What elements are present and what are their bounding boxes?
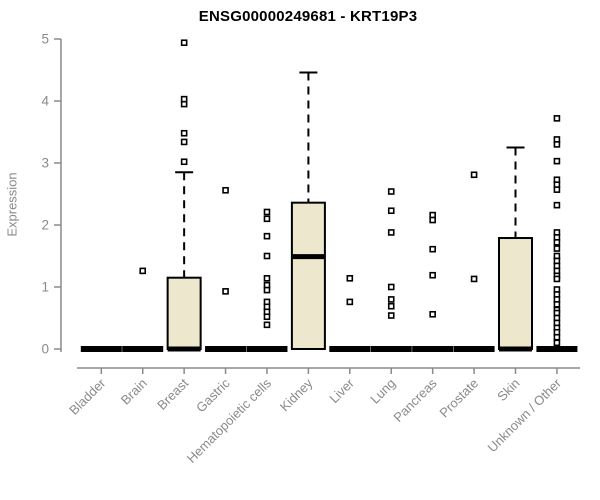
x-category-label: Kidney	[277, 375, 316, 414]
outlier-point	[263, 252, 271, 260]
outlier-point	[222, 288, 229, 295]
outlier-point	[429, 310, 436, 318]
outlier-point	[553, 157, 561, 165]
outlier-point	[553, 141, 561, 148]
x-category-label: Breast	[154, 375, 191, 412]
outlier-point	[346, 275, 354, 282]
outlier-point	[180, 39, 188, 47]
x-category-label: Pancreas	[390, 375, 440, 425]
x-category-label: Gastric	[193, 375, 233, 415]
x-category-label: Unknown / Other	[484, 375, 564, 455]
collapsed-box-bar	[80, 346, 122, 352]
outlier-point	[553, 275, 561, 283]
outlier-point	[180, 138, 188, 146]
outlier-point	[553, 115, 561, 122]
outlier-point	[180, 129, 188, 137]
x-category-label: Liver	[326, 375, 357, 406]
y-tick-label: 2	[41, 218, 49, 233]
collapsed-box-bar	[205, 346, 247, 352]
collapsed-box-bar	[329, 346, 371, 352]
outlier-point	[387, 229, 395, 236]
outlier-point	[346, 298, 354, 306]
outlier-point	[263, 275, 271, 282]
collapsed-box-bar	[246, 346, 288, 352]
outlier-point	[387, 296, 395, 303]
collapsed-box-bar	[412, 346, 454, 352]
outlier-point	[263, 208, 271, 216]
y-tick-label: 3	[41, 156, 49, 171]
y-tick-label: 1	[41, 280, 49, 295]
collapsed-box-bar	[536, 346, 578, 352]
outlier-point	[553, 339, 561, 347]
outlier-point	[180, 95, 188, 103]
y-tick-label: 4	[41, 94, 49, 109]
x-category-label: Skin	[494, 376, 522, 404]
box	[166, 276, 202, 351]
outlier-point	[263, 286, 271, 294]
outlier-point	[180, 158, 188, 166]
collapsed-box-bar	[122, 346, 164, 352]
outlier-point	[222, 186, 229, 194]
box	[498, 237, 533, 351]
outlier-point	[429, 216, 436, 224]
x-category-label: Brain	[118, 376, 150, 408]
outlier-point	[553, 333, 561, 341]
chart-title: ENSG00000249681 - KRT19P3	[198, 8, 418, 25]
outlier-point	[263, 321, 271, 329]
outlier-point	[263, 215, 271, 223]
outlier-point	[263, 313, 271, 321]
outlier-point	[470, 275, 478, 283]
outlier-point	[553, 186, 561, 193]
outlier-point	[553, 245, 561, 252]
outlier-point	[387, 207, 395, 215]
outlier-point	[429, 271, 436, 279]
outlier-point	[553, 301, 561, 308]
box	[290, 201, 326, 350]
x-category-label: Prostate	[436, 376, 481, 421]
x-category-label: Bladder	[66, 375, 109, 418]
outlier-point	[387, 188, 395, 195]
y-tick-label: 5	[41, 32, 49, 47]
outlier-point	[553, 239, 561, 246]
outlier-point	[553, 201, 561, 209]
outlier-point	[470, 171, 478, 179]
outlier-point	[387, 312, 395, 319]
outlier-point	[263, 232, 271, 240]
outlier-point	[387, 283, 395, 291]
outlier-point	[387, 302, 395, 310]
outlier-point	[429, 245, 436, 253]
outlier-point	[139, 267, 147, 275]
collapsed-box-bar	[453, 346, 495, 352]
x-category-label: Lung	[367, 376, 398, 407]
collapsed-box-bar	[370, 346, 412, 352]
y-tick-label: 0	[41, 342, 49, 357]
